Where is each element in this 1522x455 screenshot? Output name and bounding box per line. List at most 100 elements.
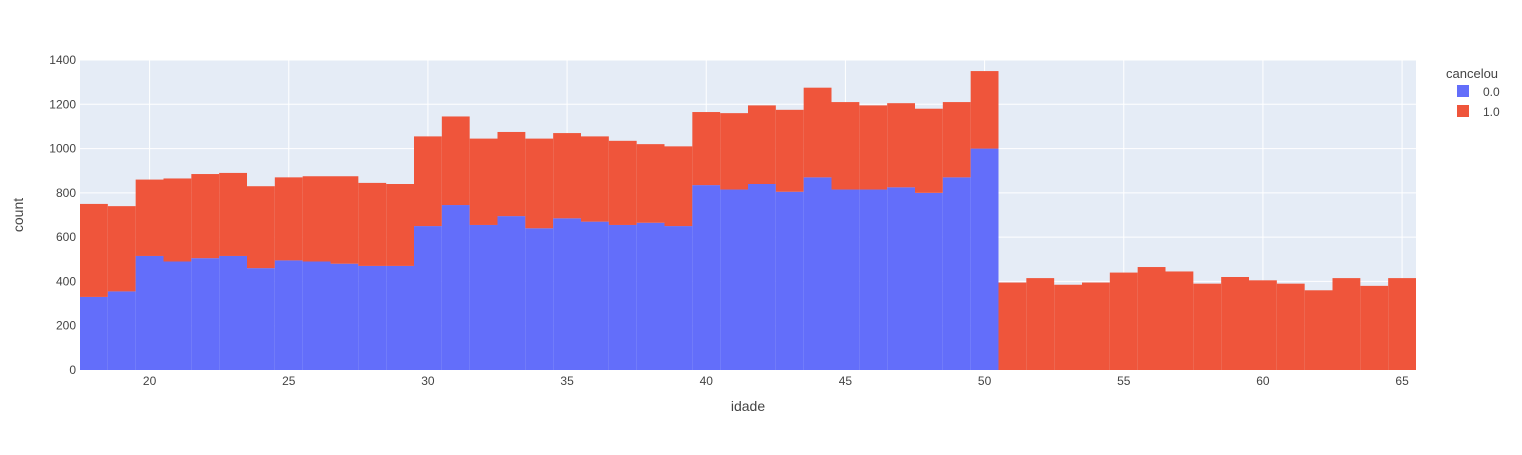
bar-1-0 (1276, 283, 1305, 370)
bar-1-0 (720, 113, 748, 190)
legend-label: 1.0 (1483, 105, 1500, 119)
bar-1-0 (330, 176, 359, 264)
bar-0-0 (247, 268, 275, 370)
bar-1-0 (358, 182, 387, 266)
legend-item-1[interactable]: 1.0 (1457, 105, 1500, 119)
bar-1-0 (1054, 284, 1082, 370)
bar-1-0 (386, 184, 414, 266)
x-tick-label: 20 (143, 374, 157, 388)
bar-1-0 (664, 146, 693, 227)
bar-1-0 (887, 103, 915, 188)
y-tick-label: 0 (69, 363, 76, 377)
bar-1-0 (1221, 277, 1249, 370)
y-tick-label: 1200 (49, 97, 76, 111)
bar-1-0 (748, 105, 776, 184)
bar-1-0 (1026, 278, 1055, 370)
bar-1-0 (525, 138, 554, 229)
bar-0-0 (441, 205, 470, 370)
bar-1-0 (831, 102, 860, 190)
bar-0-0 (191, 258, 220, 370)
legend-title: cancelou (1446, 66, 1498, 81)
y-tick-label: 600 (56, 230, 76, 244)
bar-0-0 (219, 255, 247, 370)
x-tick-label: 50 (978, 374, 992, 388)
bar-1-0 (1304, 290, 1333, 370)
bar-1-0 (581, 136, 609, 222)
bar-0-0 (720, 189, 748, 370)
bar-1-0 (302, 176, 331, 262)
bar-1-0 (414, 136, 442, 227)
y-axis-title: count (10, 198, 26, 232)
bar-1-0 (163, 178, 192, 262)
x-tick-label: 55 (1117, 374, 1131, 388)
x-tick-label: 45 (839, 374, 853, 388)
bar-1-0 (803, 87, 832, 178)
y-tick-label: 800 (56, 186, 76, 200)
bar-0-0 (636, 222, 665, 370)
bar-1-0 (775, 109, 804, 192)
y-axis-ticks: 0 200 400 600 800 1000 1200 1400 (49, 53, 76, 377)
bar-1-0 (859, 105, 888, 190)
x-axis-ticks: 20 25 30 35 40 45 50 55 60 65 (143, 374, 1409, 388)
y-tick-label: 200 (56, 319, 76, 333)
x-tick-label: 25 (282, 374, 296, 388)
bar-1-0 (553, 133, 581, 219)
y-tick-label: 1400 (49, 53, 76, 67)
bar-1-0 (107, 206, 136, 292)
bar-0-0 (386, 265, 414, 370)
x-tick-label: 35 (560, 374, 574, 388)
bar-0-0 (358, 265, 387, 370)
x-tick-label: 60 (1256, 374, 1270, 388)
bar-0-0 (803, 177, 832, 370)
legend-swatch (1457, 85, 1469, 97)
bar-1-0 (970, 71, 999, 149)
bar-1-0 (1165, 271, 1194, 370)
legend-item-0[interactable]: 0.0 (1457, 85, 1500, 99)
bar-1-0 (1249, 280, 1277, 370)
bar-1-0 (135, 179, 164, 256)
bar-0-0 (80, 296, 108, 370)
bar-1-0 (219, 172, 247, 256)
bar-0-0 (469, 224, 498, 370)
legend-label: 0.0 (1483, 85, 1500, 99)
bar-1-0 (80, 203, 108, 297)
bar-1-0 (1360, 285, 1389, 370)
bar-1-0 (608, 140, 637, 225)
bar-0-0 (692, 185, 721, 370)
bar-1-0 (1332, 278, 1361, 370)
bar-0-0 (775, 191, 804, 370)
bar-1-0 (636, 144, 665, 223)
bar-0-0 (887, 187, 915, 370)
bar-1-0 (1109, 272, 1138, 370)
bar-0-0 (525, 228, 554, 370)
y-tick-label: 1000 (49, 142, 76, 156)
bar-0-0 (664, 226, 693, 370)
bar-0-0 (608, 224, 637, 370)
x-axis-title: idade (731, 398, 765, 414)
bar-0-0 (859, 189, 888, 370)
bar-1-0 (692, 112, 721, 186)
bar-0-0 (748, 184, 776, 370)
bar-0-0 (107, 291, 136, 370)
x-tick-label: 65 (1395, 374, 1409, 388)
bar-1-0 (942, 102, 971, 178)
bar-0-0 (330, 263, 359, 370)
bar-0-0 (553, 218, 581, 370)
bar-1-0 (247, 186, 275, 269)
legend: cancelou 0.0 1.0 (1446, 66, 1500, 119)
legend-swatch (1457, 105, 1469, 117)
bar-1-0 (1193, 283, 1222, 370)
y-tick-label: 400 (56, 274, 76, 288)
bar-0-0 (163, 261, 192, 370)
bar-1-0 (1388, 278, 1416, 370)
x-tick-label: 40 (700, 374, 714, 388)
bar-1-0 (497, 131, 526, 217)
bar-0-0 (942, 177, 971, 370)
bar-1-0 (1082, 282, 1110, 370)
bar-0-0 (497, 216, 526, 370)
bar-1-0 (1137, 267, 1166, 370)
bar-0-0 (274, 260, 303, 370)
bar-0-0 (915, 192, 943, 370)
